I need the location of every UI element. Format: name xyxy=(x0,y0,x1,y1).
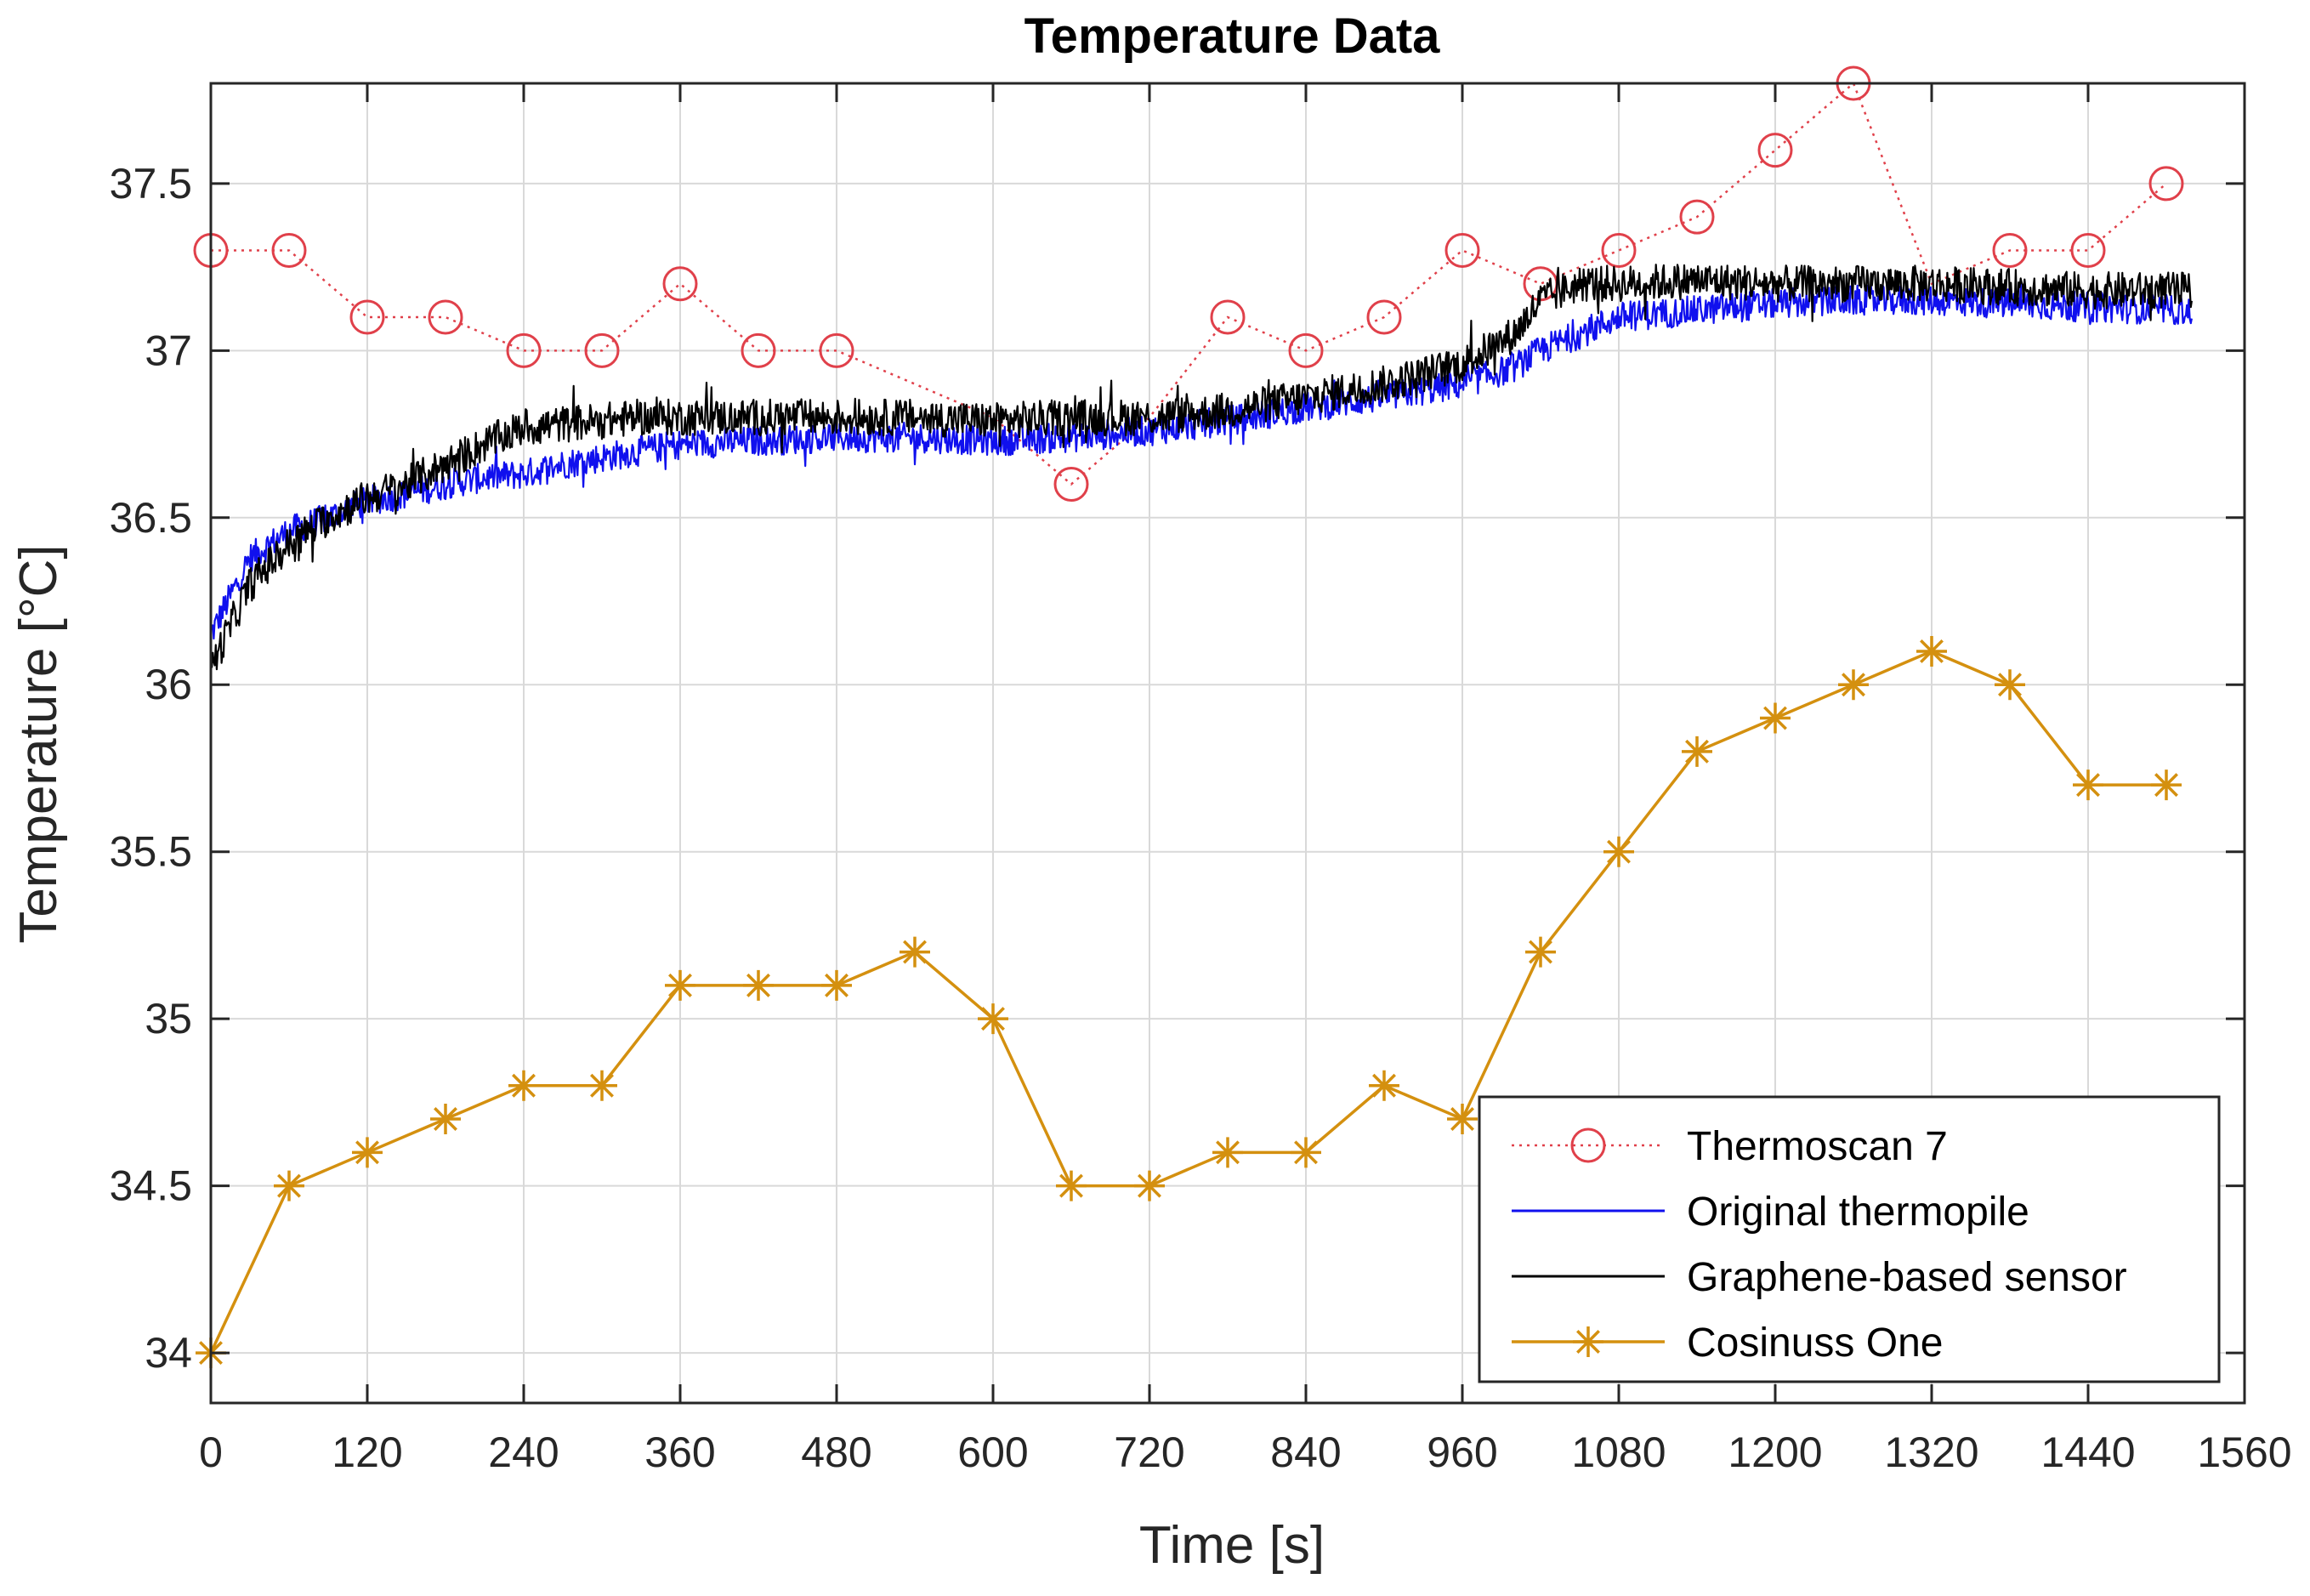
legend: Thermoscan 7 Original thermopile Graphene-… xyxy=(1478,1095,2221,1383)
y-tick-label: 34.5 xyxy=(110,1162,192,1210)
circle-marker xyxy=(819,332,854,368)
x-axis-label: Time [s] xyxy=(1139,1516,1325,1575)
star-marker xyxy=(508,1070,539,1101)
x-tick-label: 600 xyxy=(957,1428,1028,1476)
chart-title: Temperature Data xyxy=(1024,9,1441,64)
circle-marker xyxy=(271,232,307,268)
star-marker xyxy=(274,1170,304,1201)
y-tick-label: 37.5 xyxy=(110,160,192,207)
circle-marker xyxy=(2070,232,2106,268)
x-tick-label: 360 xyxy=(644,1428,715,1476)
star-marker xyxy=(1682,736,1712,767)
y-tick-label: 34 xyxy=(145,1329,192,1377)
x-tick-label: 1440 xyxy=(2040,1428,2135,1476)
circle-marker xyxy=(506,332,542,368)
legend-label: Original thermopile xyxy=(1687,1190,2029,1235)
y-tick-label: 36.5 xyxy=(110,494,192,542)
x-tick-label: 1560 xyxy=(2197,1428,2291,1476)
circle-marker xyxy=(428,299,463,335)
circle-marker xyxy=(1444,232,1480,268)
circle-marker xyxy=(349,299,385,335)
x-tick-label: 840 xyxy=(1270,1428,1341,1476)
y-tick-label: 36 xyxy=(145,661,192,708)
circle-marker xyxy=(1210,299,1246,335)
star-marker xyxy=(1995,669,2025,701)
star-marker xyxy=(1838,669,1869,701)
star-marker xyxy=(587,1070,617,1101)
series-original-thermopile xyxy=(210,282,2193,640)
legend-entry: Graphene-based sensor xyxy=(1512,1255,2127,1300)
legend-entry: Cosinuss One xyxy=(1512,1321,1943,1366)
star-marker xyxy=(1916,635,1947,667)
series-cosinuss-one xyxy=(196,635,2182,1369)
star-marker xyxy=(2073,770,2103,801)
star-marker xyxy=(1573,1326,1603,1357)
circle-marker xyxy=(1601,232,1637,268)
y-tick-label: 35 xyxy=(145,995,192,1042)
x-tick-label: 0 xyxy=(199,1428,223,1476)
star-marker xyxy=(1447,1104,1478,1135)
y-tick-label: 35.5 xyxy=(110,828,192,876)
series-line xyxy=(210,282,2193,640)
legend-entry: Thermoscan 7 xyxy=(1512,1124,1948,1169)
series-layer xyxy=(193,65,2193,1369)
y-axis-label: Temperature [°C] xyxy=(9,544,68,943)
star-marker xyxy=(352,1137,383,1168)
x-tick-label: 240 xyxy=(488,1428,559,1476)
star-marker xyxy=(1603,836,1634,867)
star-marker xyxy=(1291,1137,1321,1168)
circle-marker xyxy=(1053,466,1089,502)
tick-layer: 0 120 240 360 480 600 720 840 960 1080 1200 1320 144… xyxy=(110,83,2292,1476)
series-line xyxy=(209,264,2193,671)
star-marker xyxy=(743,969,774,1001)
x-tick-label: 960 xyxy=(1427,1428,1497,1476)
star-marker xyxy=(900,936,930,968)
circle-marker xyxy=(1757,133,1793,168)
x-tick-label: 720 xyxy=(1114,1428,1184,1476)
star-marker xyxy=(1134,1170,1165,1201)
y-tick-label: 37 xyxy=(145,327,192,374)
circle-marker xyxy=(1366,299,1402,335)
star-marker xyxy=(1369,1070,1399,1101)
circle-marker xyxy=(1679,199,1715,235)
circle-marker xyxy=(584,332,620,368)
x-tick-label: 1200 xyxy=(1728,1428,1822,1476)
legend-label: Graphene-based sensor xyxy=(1687,1255,2127,1300)
legend-box xyxy=(1478,1095,2221,1383)
legend-entry: Original thermopile xyxy=(1512,1190,2029,1235)
x-tick-label: 1080 xyxy=(1571,1428,1666,1476)
star-marker xyxy=(2151,770,2182,801)
circle-marker xyxy=(1288,332,1324,368)
x-tick-label: 480 xyxy=(801,1428,871,1476)
star-marker xyxy=(665,969,695,1001)
series-graphene-based-sensor xyxy=(209,264,2193,671)
circle-marker xyxy=(741,332,776,368)
circle-marker xyxy=(662,266,698,302)
star-marker xyxy=(430,1104,461,1135)
star-marker xyxy=(1525,936,1556,968)
legend-label: Cosinuss One xyxy=(1687,1321,1943,1366)
legend-swatch-marker xyxy=(1570,1127,1606,1163)
circle-marker xyxy=(1992,232,2028,268)
x-tick-label: 1320 xyxy=(1884,1428,1978,1476)
star-marker xyxy=(1760,702,1791,734)
x-tick-label: 120 xyxy=(332,1428,402,1476)
star-marker xyxy=(821,969,852,1001)
star-marker xyxy=(1212,1137,1243,1168)
legend-label: Thermoscan 7 xyxy=(1687,1124,1948,1169)
star-marker xyxy=(978,1003,1008,1035)
circle-marker xyxy=(2148,166,2184,202)
star-marker xyxy=(1056,1170,1087,1201)
plot-frame xyxy=(209,82,2246,1405)
